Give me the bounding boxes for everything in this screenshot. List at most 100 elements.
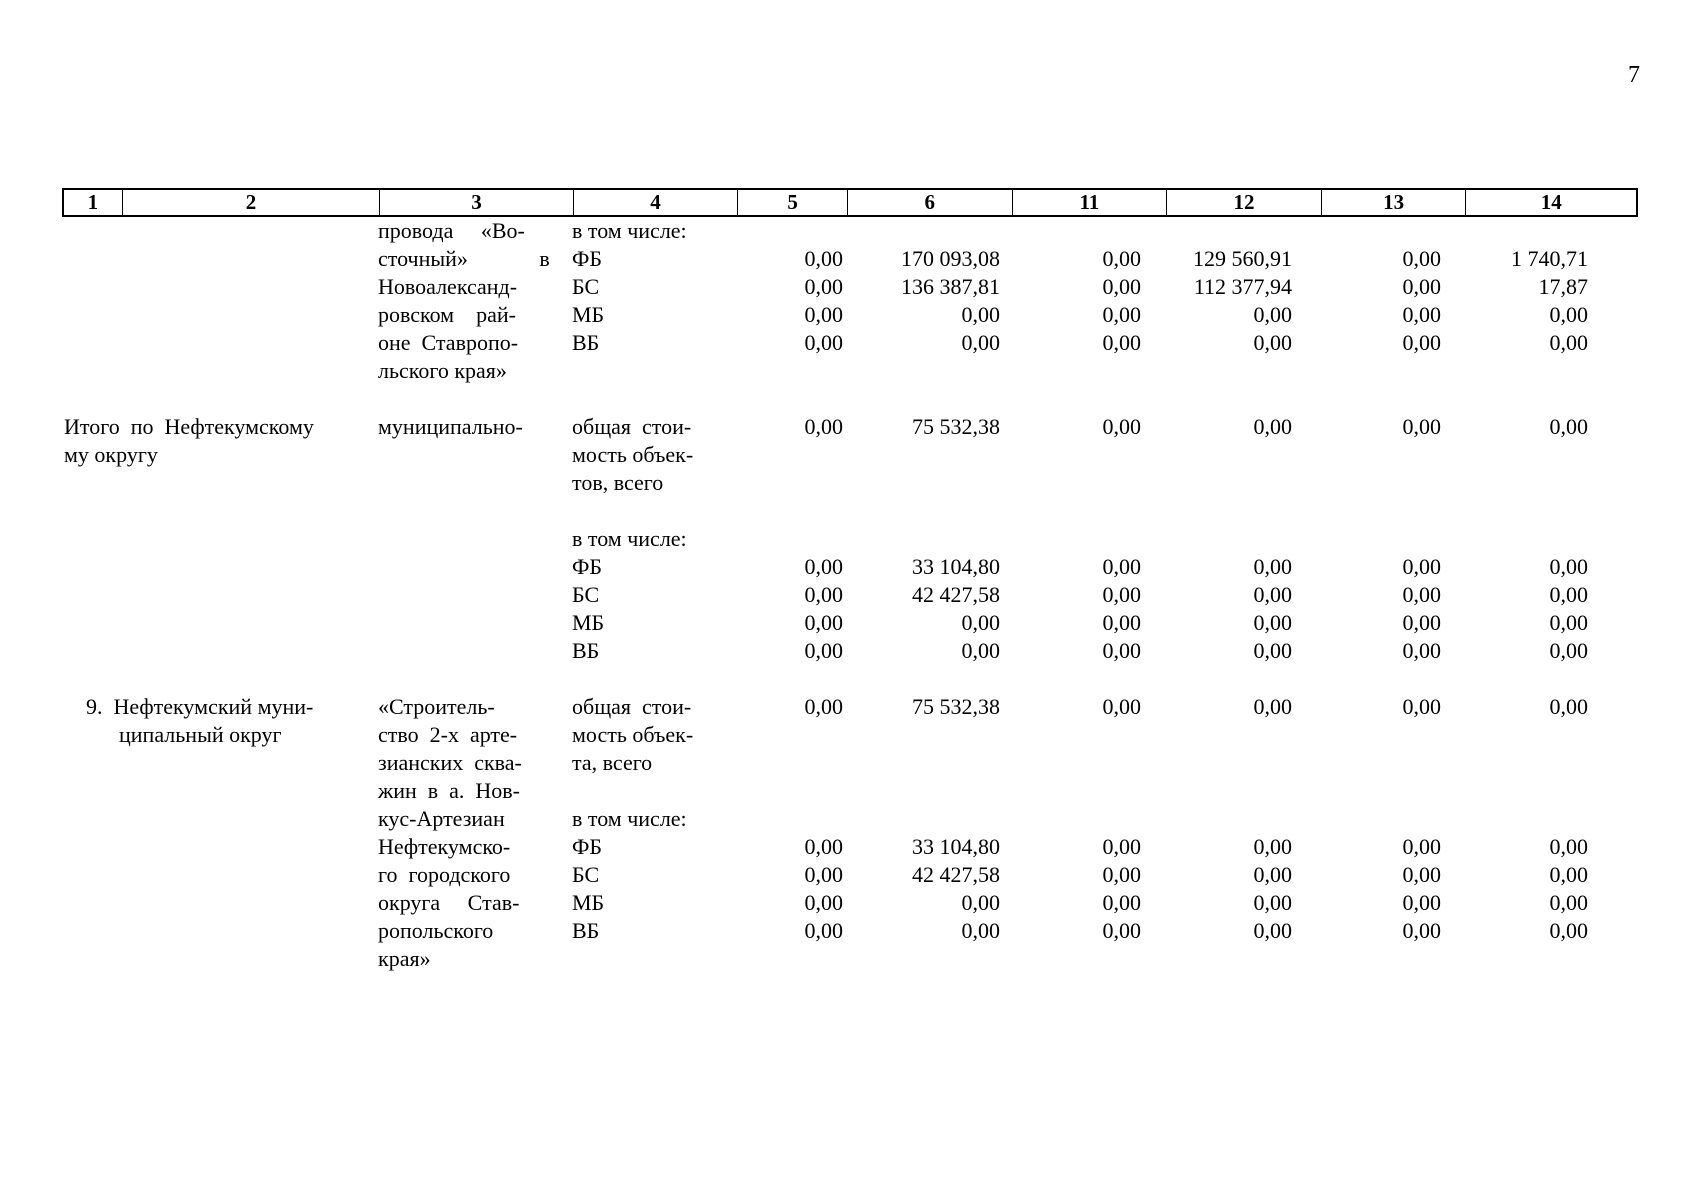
table-cell	[1467, 721, 1638, 749]
table-cell: 0,00	[804, 554, 844, 579]
table-cell: ровском рай-	[378, 302, 516, 327]
table-cell	[62, 861, 378, 889]
table-row: кус-Артезиан в том числе:	[62, 805, 1638, 833]
table-cell	[378, 497, 572, 525]
table-cell: 0,00	[1402, 890, 1442, 915]
table-cell: ФБ	[572, 246, 603, 271]
table-cell: 0,00	[1102, 890, 1142, 915]
table-cell	[572, 665, 737, 693]
table-cell: та, всего	[572, 750, 653, 775]
table-cell	[1467, 777, 1638, 805]
table-cell: 75 532,38	[912, 414, 1000, 439]
table-cell: 0,00	[961, 638, 1001, 663]
table-cell: ципальный округ	[64, 722, 282, 747]
table-cell	[847, 721, 1012, 749]
table-row: ФБ 0,00 33 104,80 0,00 0,00 0,00 0,00	[62, 553, 1638, 581]
table-cell: БС	[572, 274, 600, 299]
table-row: ципальный округ ство 2-х арте-мость объек…	[62, 721, 1638, 749]
table-cell	[737, 945, 847, 973]
table-cell: Новоалександ-	[378, 274, 518, 299]
table-cell: в том числе:	[572, 218, 687, 243]
table-cell	[378, 553, 572, 581]
table-cell	[62, 469, 378, 497]
table-cell	[62, 273, 378, 301]
table-cell	[1012, 721, 1167, 749]
table-cell: в том числе:	[572, 526, 687, 551]
table-cell	[737, 525, 847, 553]
table-cell	[1167, 217, 1322, 245]
table-cell: 0,00	[804, 862, 844, 887]
table-cell	[378, 609, 572, 637]
table-cell	[62, 805, 378, 833]
column-header-11: 11	[1011, 190, 1167, 215]
table-cell: МБ	[572, 610, 605, 635]
table-cell: ство 2-х арте-	[378, 722, 518, 747]
table-cell: кус-Артезиан	[378, 806, 505, 831]
table-cell	[847, 357, 1012, 385]
table-cell	[1167, 469, 1322, 497]
table-cell: 0,00	[961, 330, 1001, 355]
column-header-6: 6	[847, 190, 1012, 215]
table-row: края»	[62, 945, 1638, 973]
table-cell: 0,00	[1253, 694, 1293, 719]
table-cell: 0,00	[1402, 414, 1442, 439]
table-cell	[737, 469, 847, 497]
column-header-1: 1	[87, 190, 99, 214]
table-cell: 0,00	[1402, 274, 1442, 299]
table-cell: ВБ	[572, 330, 600, 355]
table-cell	[378, 525, 572, 553]
table-cell: 42 427,58	[912, 582, 1000, 607]
table-cell	[1322, 497, 1467, 525]
table-row: ВБ 0,00 0,00 0,00 0,00 0,00 0,00	[62, 637, 1638, 665]
table-cell	[62, 525, 378, 553]
table-body: провода «Во-в том числе: сточный» в ФБ 0,00…	[62, 217, 1638, 973]
table-cell	[737, 805, 847, 833]
table-cell	[737, 497, 847, 525]
table-cell: ВБ	[572, 638, 600, 663]
table-row: провода «Во-в том числе:	[62, 217, 1638, 245]
table-cell	[737, 385, 847, 413]
table-cell	[1012, 777, 1167, 805]
table-cell	[1012, 665, 1167, 693]
table-cell	[1467, 749, 1638, 777]
table-cell: 0,00	[1102, 330, 1142, 355]
table-cell	[62, 301, 378, 329]
table-cell	[1167, 385, 1322, 413]
table-cell	[62, 385, 378, 413]
table-cell	[1012, 385, 1167, 413]
table-cell: округа Став-	[378, 890, 520, 915]
table-cell	[1322, 749, 1467, 777]
table-cell	[847, 469, 1012, 497]
table-row: ровском рай- МБ 0,00 0,00 0,00 0,00 0,00 0,00	[62, 301, 1638, 329]
table-cell	[572, 497, 737, 525]
table-cell: БС	[572, 582, 600, 607]
table-cell	[62, 945, 378, 973]
table-cell	[1322, 777, 1467, 805]
table-cell	[62, 357, 378, 385]
table-cell: общая стои-	[572, 694, 692, 719]
table-cell	[737, 357, 847, 385]
table-cell: оне Ставропо-	[378, 330, 519, 355]
table-cell: 0,00	[1549, 834, 1589, 859]
table-cell: ФБ	[572, 554, 603, 579]
table-cell: БС	[572, 862, 600, 887]
table-cell	[1467, 497, 1638, 525]
table-cell: 0,00	[804, 302, 844, 327]
table-cell	[572, 945, 737, 973]
table-cell: 0,00	[1549, 330, 1589, 355]
table-cell: 0,00	[1102, 302, 1142, 327]
table-cell: 0,00	[1402, 302, 1442, 327]
table-cell	[1322, 469, 1467, 497]
table-cell: 0,00	[961, 610, 1001, 635]
table-cell: 0,00	[1549, 610, 1589, 635]
table-cell	[62, 833, 378, 861]
table-cell: 0,00	[1549, 302, 1589, 327]
table-cell: 17,87	[1538, 274, 1589, 299]
table-cell	[847, 217, 1012, 245]
table-cell	[1167, 497, 1322, 525]
table-cell	[378, 441, 572, 469]
table-cell: края»	[378, 946, 431, 971]
table-cell: 0,00	[1253, 414, 1293, 439]
table-cell: 0,00	[1402, 834, 1442, 859]
table-cell: 42 427,58	[912, 862, 1000, 887]
